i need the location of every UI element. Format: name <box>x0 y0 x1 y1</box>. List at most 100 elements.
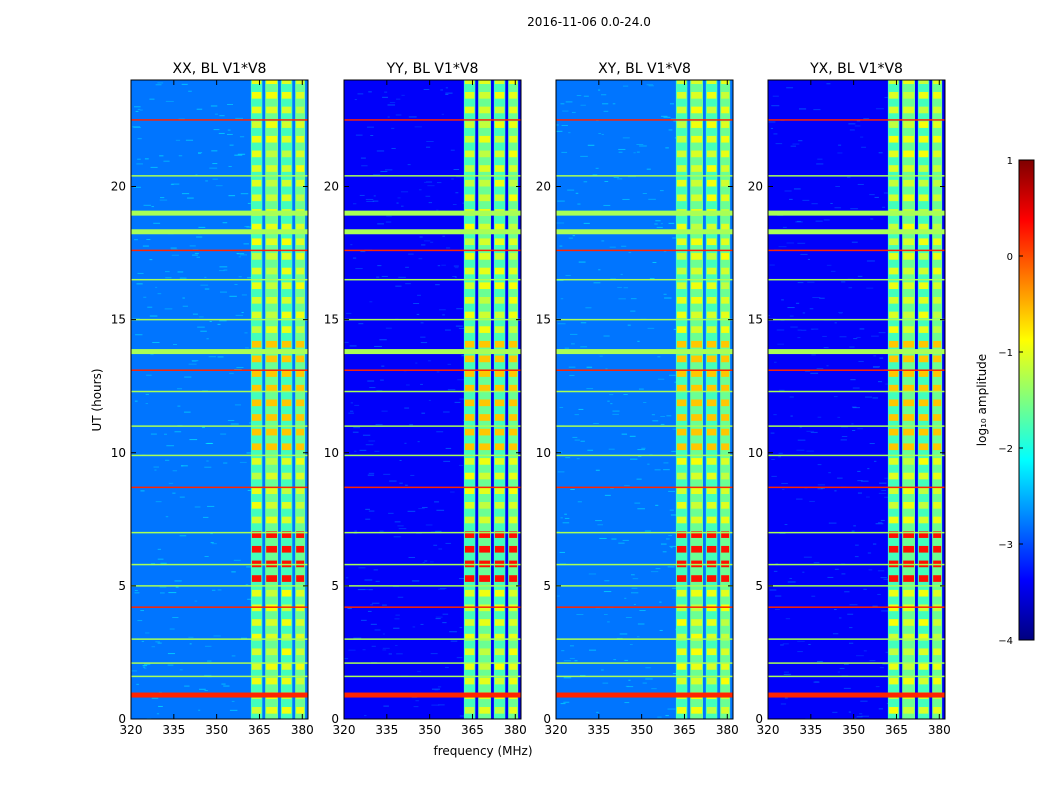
signal-burst <box>266 502 278 509</box>
signal-burst <box>706 121 717 128</box>
noise-pixel <box>836 477 843 479</box>
signal-burst <box>933 384 942 392</box>
noise-pixel <box>405 283 411 285</box>
noise-pixel <box>461 355 464 357</box>
signal-burst <box>933 165 942 172</box>
noise-pixel <box>205 180 208 182</box>
signal-burst <box>918 589 929 597</box>
signal-burst <box>903 384 915 392</box>
signal-burst <box>706 707 717 714</box>
noise-pixel <box>769 589 777 591</box>
noise-pixel <box>851 423 854 425</box>
y-tick-label: 0 <box>331 712 339 726</box>
signal-burst <box>281 165 292 172</box>
signal-burst <box>251 589 262 597</box>
signal-burst <box>494 472 505 480</box>
noise-pixel <box>796 449 805 451</box>
noise-pixel <box>436 509 445 511</box>
x-tick-label: 350 <box>630 723 653 737</box>
noise-pixel <box>629 435 636 437</box>
noise-pixel <box>790 145 796 147</box>
noise-pixel <box>418 258 423 260</box>
noise-pixel <box>354 450 357 452</box>
noise-pixel <box>204 466 212 468</box>
noise-pixel <box>623 394 628 396</box>
noise-pixel <box>618 542 625 544</box>
noise-pixel <box>218 132 225 134</box>
noise-pixel <box>879 357 884 359</box>
signal-burst <box>903 472 915 480</box>
signal-burst <box>706 487 717 495</box>
signal-burst <box>918 296 929 304</box>
signal-burst <box>676 575 687 582</box>
x-tick-label: 350 <box>205 723 228 737</box>
rfi-line <box>768 585 945 587</box>
signal-burst <box>494 194 505 202</box>
signal-burst <box>918 91 929 99</box>
signal-burst <box>281 428 292 436</box>
signal-burst <box>903 253 915 260</box>
signal-burst <box>281 633 292 641</box>
x-tick-label: 380 <box>291 723 314 737</box>
noise-pixel <box>875 686 880 688</box>
signal-burst <box>494 458 505 465</box>
signal-burst <box>266 531 278 538</box>
signal-burst <box>509 707 518 714</box>
signal-burst <box>918 414 929 421</box>
signal-burst <box>281 238 292 246</box>
noise-pixel <box>425 146 431 148</box>
signal-burst <box>251 106 262 114</box>
noise-pixel <box>798 140 803 142</box>
signal-burst <box>676 311 687 319</box>
signal-burst <box>691 238 703 246</box>
noise-pixel <box>452 203 457 205</box>
noise-pixel <box>576 95 582 97</box>
noise-pixel <box>451 178 454 180</box>
signal-burst <box>903 633 915 641</box>
noise-pixel <box>605 368 608 370</box>
noise-pixel <box>610 403 613 405</box>
noise-pixel <box>167 664 174 666</box>
noise-pixel <box>595 520 602 522</box>
signal-burst <box>721 545 730 553</box>
noise-pixel <box>179 535 187 537</box>
signal-burst <box>509 253 518 260</box>
noise-pixel <box>882 206 886 208</box>
signal-burst <box>464 238 475 246</box>
x-tick-label: 335 <box>587 723 610 737</box>
signal-burst <box>903 296 915 304</box>
noise-pixel <box>571 111 576 113</box>
noise-pixel <box>373 173 381 175</box>
signal-burst <box>691 487 703 495</box>
noise-pixel <box>149 315 158 317</box>
noise-pixel <box>871 335 879 337</box>
signal-burst <box>691 633 703 641</box>
signal-burst <box>676 223 687 231</box>
noise-pixel <box>580 346 588 348</box>
noise-pixel <box>623 287 629 289</box>
signal-burst <box>494 179 505 187</box>
rfi-line <box>131 175 308 177</box>
signal-burst <box>479 121 491 128</box>
signal-burst <box>933 179 942 187</box>
noise-pixel <box>872 543 877 545</box>
noise-pixel <box>771 105 780 107</box>
signal-burst <box>494 428 505 436</box>
noise-pixel <box>361 619 367 621</box>
signal-burst <box>509 502 518 509</box>
signal-burst <box>888 414 899 421</box>
noise-pixel <box>877 593 881 595</box>
signal-burst <box>296 253 305 260</box>
signal-burst <box>676 238 687 246</box>
signal-burst <box>933 589 942 597</box>
noise-pixel <box>399 459 402 461</box>
signal-burst <box>691 311 703 319</box>
noise-pixel <box>815 220 823 222</box>
signal-burst <box>296 282 305 290</box>
signal-burst <box>888 121 899 128</box>
noise-pixel <box>778 456 782 458</box>
noise-pixel <box>832 633 839 635</box>
noise-pixel <box>220 433 227 435</box>
signal-burst <box>933 194 942 202</box>
noise-pixel <box>866 287 874 289</box>
